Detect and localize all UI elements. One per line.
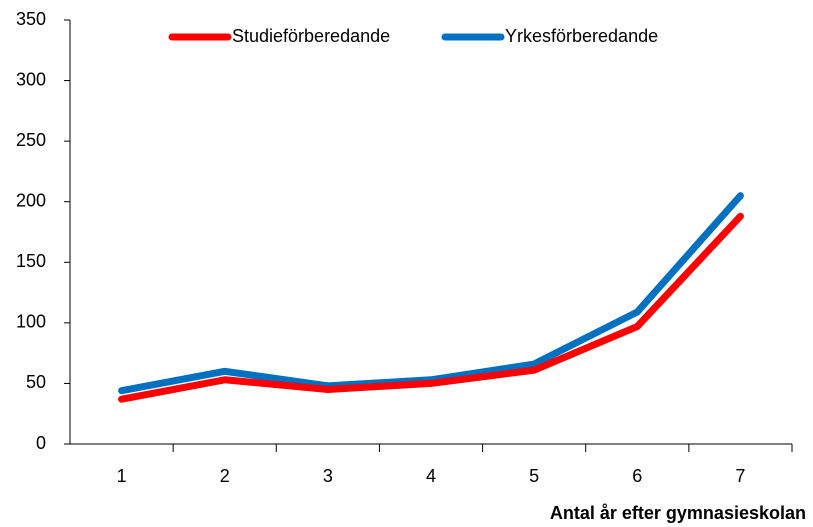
x-tick-label: 1	[117, 466, 127, 486]
legend-label: Yrkesförberedande	[505, 26, 658, 46]
y-tick-label: 200	[16, 190, 46, 210]
x-tick-label: 6	[632, 466, 642, 486]
x-tick-label: 2	[220, 466, 230, 486]
y-tick-label: 300	[16, 69, 46, 89]
y-tick-label: 0	[36, 433, 46, 453]
series-line	[118, 212, 744, 403]
y-tick-label: 350	[16, 9, 46, 29]
y-tick-label: 250	[16, 130, 46, 150]
y-tick-label: 100	[16, 312, 46, 332]
y-tick-label: 50	[26, 372, 46, 392]
series-line	[118, 192, 744, 395]
x-tick-label: 5	[529, 466, 539, 486]
y-tick-label: 150	[16, 251, 46, 271]
x-axis-label: Antal år efter gymnasieskolan	[550, 503, 806, 523]
x-tick-label: 4	[426, 466, 436, 486]
x-tick-label: 3	[323, 466, 333, 486]
x-tick-label: 7	[735, 466, 745, 486]
legend-label: Studieförberedande	[232, 26, 390, 46]
